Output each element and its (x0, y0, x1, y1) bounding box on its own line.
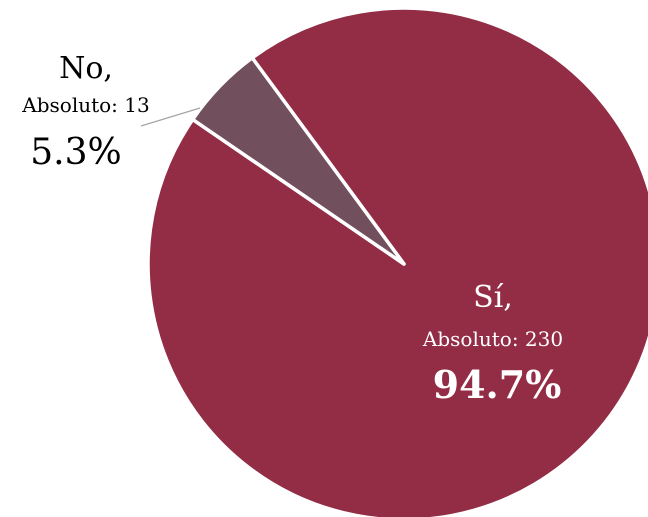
no-slice-label-name: No, (59, 51, 113, 86)
si-slice-label-absolute: Absoluto: 230 (422, 327, 563, 351)
si-slice-label-name: Sí, (473, 280, 513, 315)
no-slice-label-absolute: Absoluto: 13 (21, 93, 149, 117)
si-slice-label-percent: 94.7% (433, 362, 562, 407)
pie-slices (146, 6, 648, 517)
no-slice-label-percent: 5.3% (30, 132, 121, 173)
pie-slice-no (190, 56, 406, 266)
no-slice-leader-line (140, 107, 201, 127)
pie-slice-si (146, 6, 648, 517)
